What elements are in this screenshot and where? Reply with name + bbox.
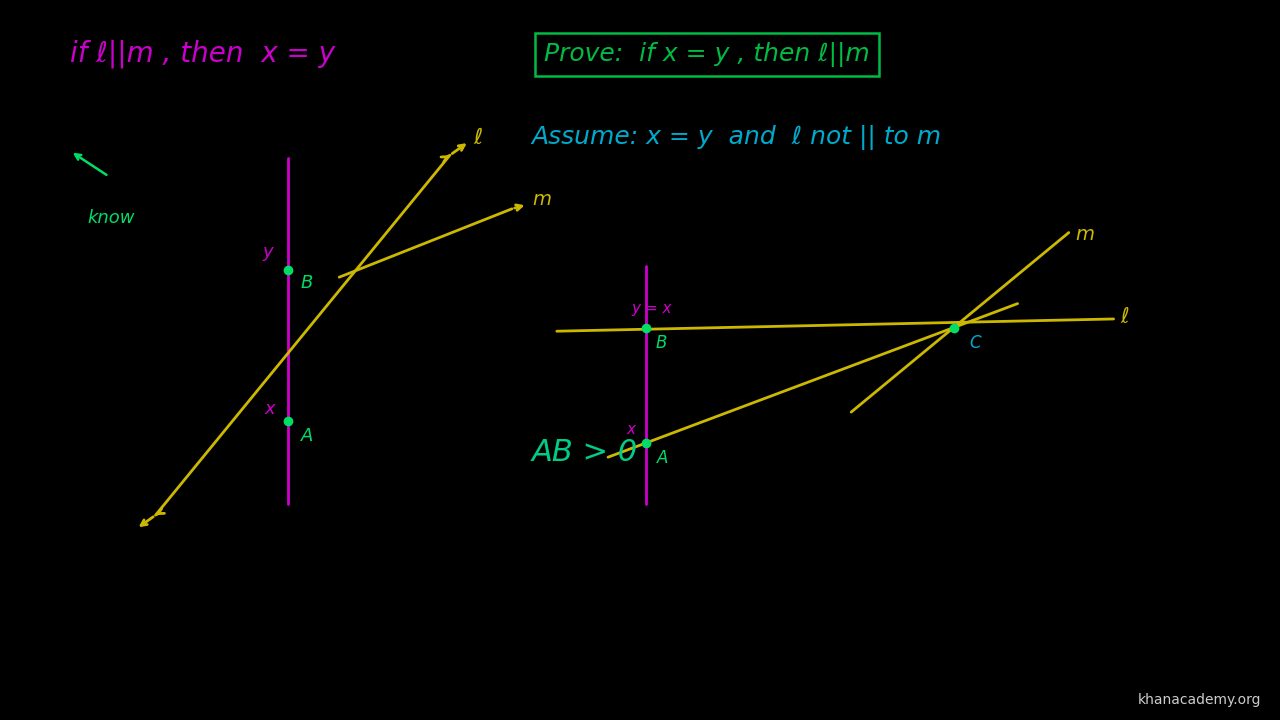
Text: $\ell$: $\ell$ bbox=[474, 128, 483, 148]
Text: know: know bbox=[87, 210, 134, 228]
Text: x: x bbox=[626, 422, 635, 437]
Text: y = x: y = x bbox=[631, 301, 672, 316]
Text: B: B bbox=[301, 274, 314, 292]
Text: $\ell$: $\ell$ bbox=[1120, 307, 1130, 327]
Text: khanacademy.org: khanacademy.org bbox=[1138, 693, 1261, 707]
Text: m: m bbox=[532, 190, 552, 210]
Text: if ℓ||m , then  x = y: if ℓ||m , then x = y bbox=[70, 39, 335, 68]
Text: Prove:  if x = y , then ℓ||m: Prove: if x = y , then ℓ||m bbox=[544, 42, 869, 67]
Text: Assume: x = y  and  ℓ not || to m: Assume: x = y and ℓ not || to m bbox=[531, 125, 941, 150]
Text: A: A bbox=[657, 449, 668, 467]
Text: m: m bbox=[1075, 225, 1094, 244]
Text: C: C bbox=[969, 334, 980, 352]
Text: y: y bbox=[262, 243, 273, 261]
Text: AB > 0: AB > 0 bbox=[531, 438, 637, 467]
Text: x: x bbox=[265, 400, 275, 418]
Text: B: B bbox=[655, 334, 667, 352]
Text: A: A bbox=[301, 428, 314, 446]
